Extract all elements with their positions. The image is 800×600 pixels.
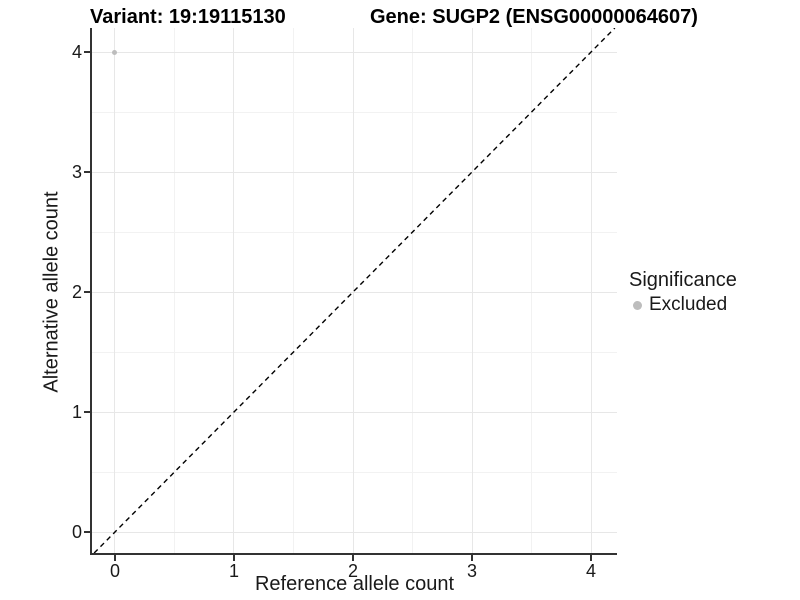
identity-line xyxy=(93,28,616,553)
x-tick-label: 1 xyxy=(228,561,239,581)
x-axis-line xyxy=(90,553,617,555)
minor-gridline-vertical xyxy=(173,28,175,553)
minor-gridline-vertical xyxy=(412,28,414,553)
x-axis-tick xyxy=(471,555,474,561)
x-axis-title: Reference allele count xyxy=(254,573,454,595)
y-tick-label: 3 xyxy=(71,162,82,182)
y-axis-tick xyxy=(84,171,90,173)
legend-item-excluded: Excluded xyxy=(633,295,737,315)
x-axis-tick xyxy=(590,555,593,561)
legend-title: Significance xyxy=(629,269,737,291)
major-gridline-horizontal xyxy=(92,171,617,173)
minor-gridline-horizontal xyxy=(92,111,617,113)
legend-item-label: Excluded xyxy=(649,294,728,315)
x-tick-label: 4 xyxy=(586,561,597,581)
x-tick-label: 0 xyxy=(109,561,120,581)
legend-point-icon xyxy=(633,300,642,310)
major-gridline-horizontal xyxy=(92,531,617,533)
minor-gridline-vertical xyxy=(293,28,294,553)
major-gridline-vertical xyxy=(471,28,473,553)
y-tick-label: 1 xyxy=(71,402,82,422)
plot-title-gene: Gene: SUGP2 (ENSG00000064607) xyxy=(370,6,698,28)
minor-gridline-horizontal xyxy=(92,351,617,353)
major-gridline-vertical xyxy=(114,28,116,553)
y-tick-label: 4 xyxy=(71,42,82,62)
major-gridline-vertical xyxy=(590,28,592,553)
minor-gridline-horizontal xyxy=(92,231,617,233)
major-gridline-horizontal xyxy=(92,291,617,293)
minor-gridline-vertical xyxy=(531,28,533,553)
y-axis-tick xyxy=(84,291,90,293)
major-gridline-vertical xyxy=(352,28,354,553)
y-axis-tick xyxy=(84,531,90,533)
major-gridline-horizontal xyxy=(92,51,617,53)
x-axis-tick xyxy=(113,555,116,561)
plot-title-variant: Variant: 19:19115130 xyxy=(90,6,286,28)
x-axis-tick xyxy=(232,555,235,561)
y-axis-tick xyxy=(84,51,90,53)
major-gridline-horizontal xyxy=(92,411,617,413)
y-axis-tick xyxy=(84,411,90,413)
y-tick-label: 0 xyxy=(71,522,82,542)
y-axis-line xyxy=(90,28,92,555)
data-point xyxy=(112,49,118,55)
x-axis-tick xyxy=(352,555,354,561)
y-tick-label: 2 xyxy=(71,282,82,302)
major-gridline-vertical xyxy=(233,28,235,553)
minor-gridline-horizontal xyxy=(92,471,617,473)
x-tick-label: 3 xyxy=(467,561,478,581)
legend: Significance Excluded xyxy=(629,269,737,315)
plot-panel xyxy=(92,28,617,553)
x-tick-label: 2 xyxy=(347,561,358,581)
